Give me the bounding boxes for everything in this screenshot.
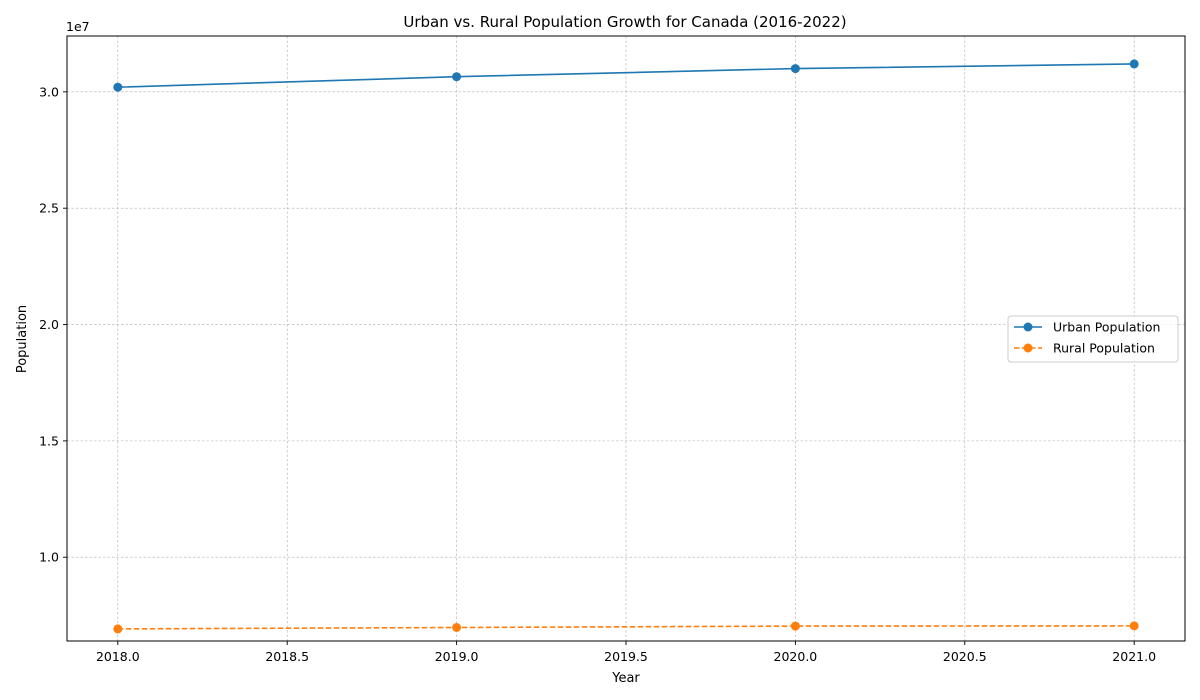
y-tick-label: 2.5: [39, 201, 59, 216]
legend-label-urban: Urban Population: [1053, 320, 1160, 335]
chart-title: Urban vs. Rural Population Growth for Ca…: [403, 13, 846, 31]
axis-ticks: 2018.0 2018.5 2019.0 2019.5 2020.0 2020.5 2021…: [39, 84, 1156, 664]
data-point-rural: [790, 621, 800, 631]
x-tick-label: 2018.0: [96, 649, 140, 664]
legend-item-urban: Urban Population: [1014, 320, 1160, 335]
legend-urban-marker-icon: [1023, 322, 1033, 332]
x-tick-label: 2020.0: [774, 649, 818, 664]
y-axis-label: Population: [15, 305, 30, 373]
series-urban: [113, 59, 1139, 92]
series: [113, 59, 1139, 634]
data-point-urban: [452, 72, 462, 82]
legend: Urban Population Rural Population: [1007, 315, 1179, 363]
y-tick-label: 3.0: [39, 84, 59, 99]
data-point-urban: [1129, 59, 1139, 69]
data-point-rural: [452, 623, 462, 633]
x-tick-label: 2021.0: [1112, 649, 1156, 664]
legend-box: [1007, 315, 1179, 363]
data-point-rural: [1129, 621, 1139, 631]
y-tick-label: 1.0: [39, 550, 59, 565]
y-tick-label: 2.0: [39, 317, 59, 332]
data-point-urban: [113, 82, 123, 92]
x-tick-label: 2018.5: [265, 649, 309, 664]
y-axis-offset-label: 1e7: [66, 19, 90, 34]
y-tick-label: 1.5: [39, 433, 59, 448]
x-tick-label: 2019.5: [604, 649, 648, 664]
series-line-urban: [117, 63, 1135, 88]
series-line-rural: [117, 625, 1135, 630]
x-tick-label: 2019.0: [435, 649, 479, 664]
data-point-rural: [113, 624, 123, 634]
grid: [67, 36, 1185, 641]
data-point-urban: [790, 64, 800, 74]
x-tick-label: 2020.5: [943, 649, 987, 664]
series-rural: [113, 621, 1139, 634]
legend-item-rural: Rural Population: [1014, 341, 1155, 356]
legend-label-rural: Rural Population: [1053, 341, 1155, 356]
legend-rural-marker-icon: [1023, 343, 1033, 353]
x-axis-label: Year: [611, 671, 640, 686]
